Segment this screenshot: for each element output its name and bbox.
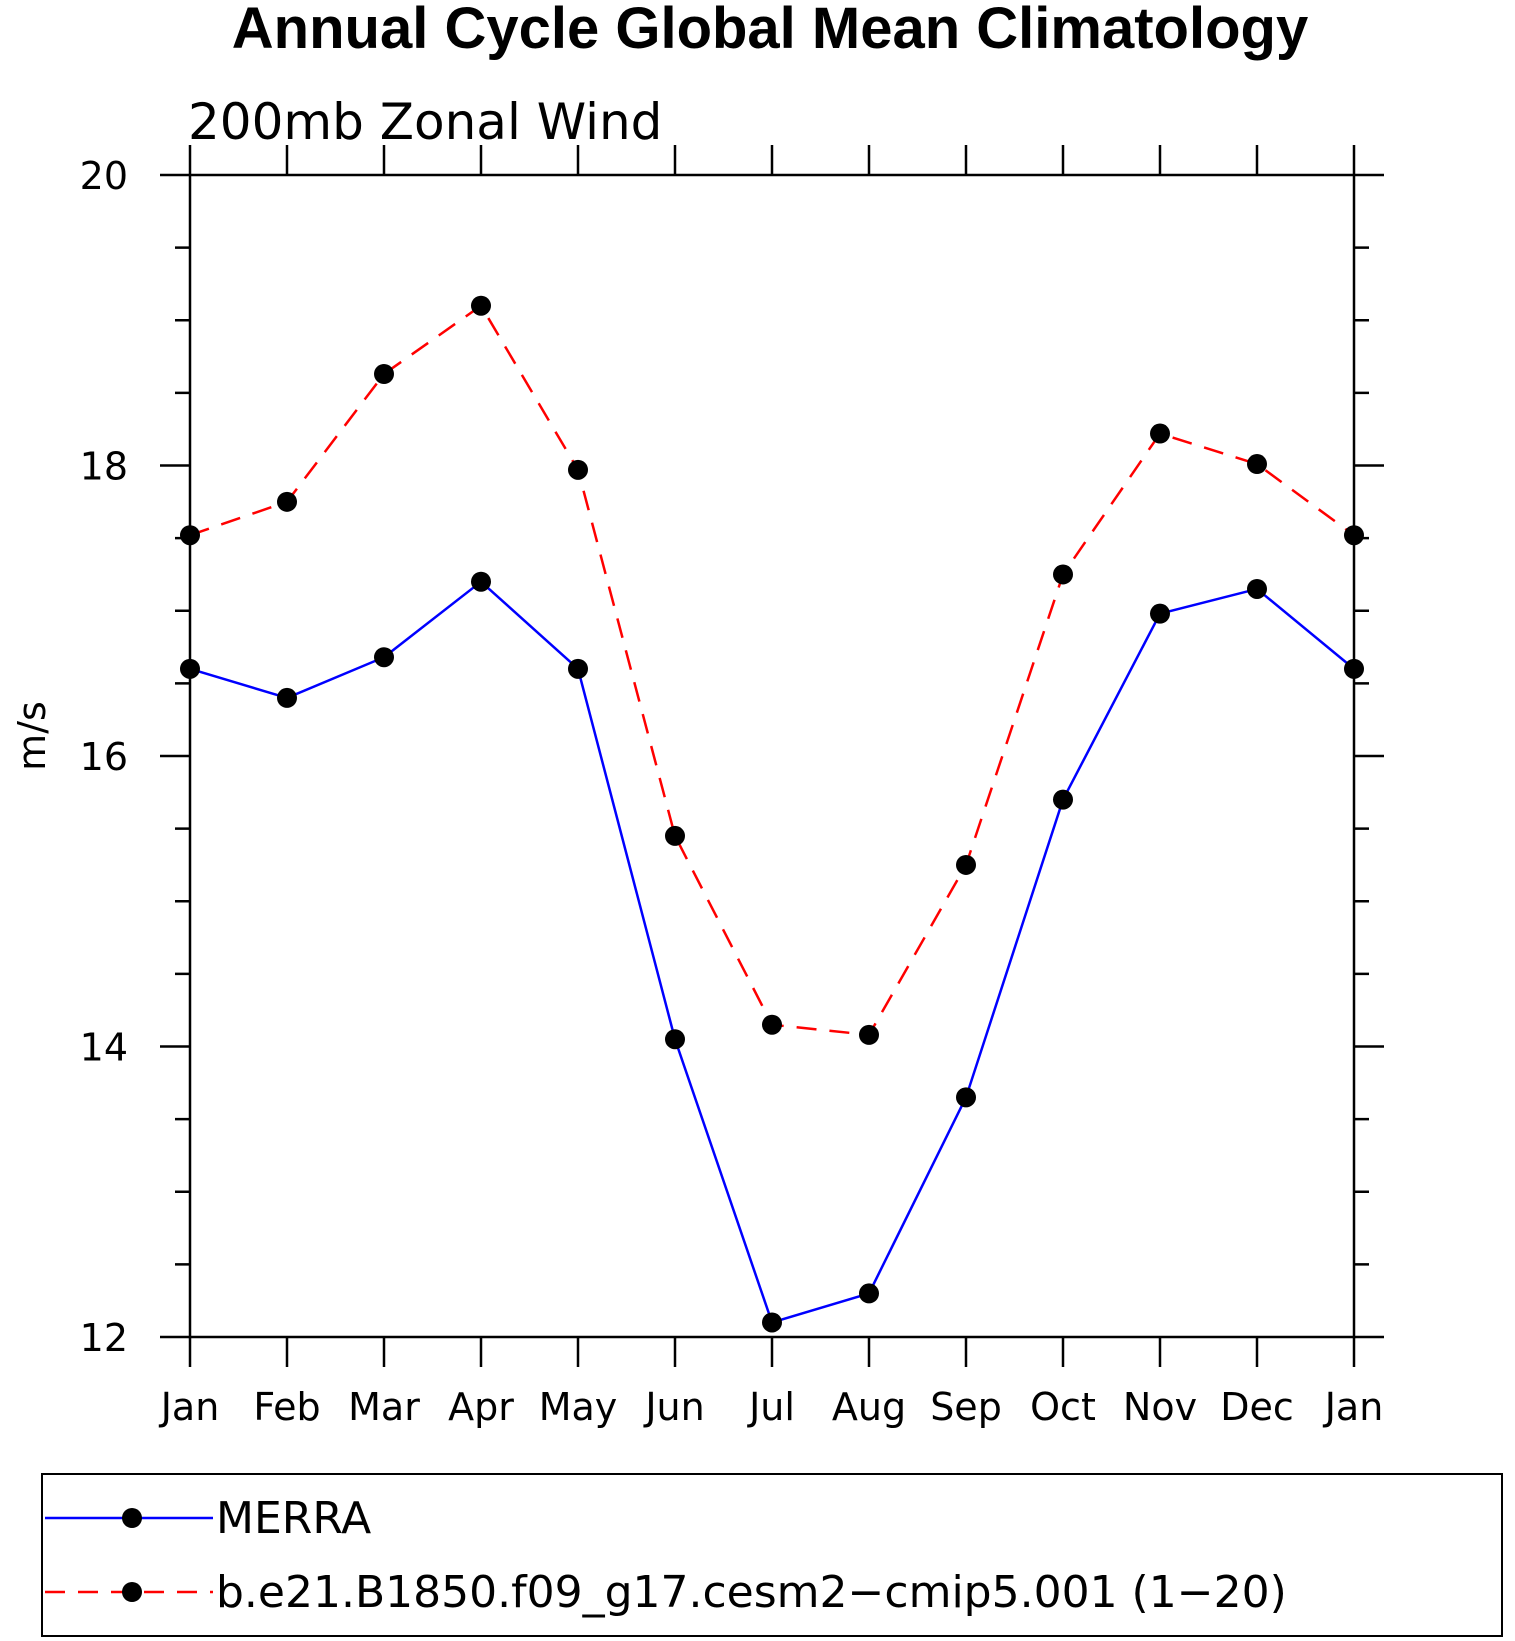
plot-frame <box>188 173 1356 1339</box>
y-axis-label: m/s <box>10 701 54 771</box>
y-tick-label: 14 <box>80 1026 128 1070</box>
data-point-series-0 <box>665 1029 685 1050</box>
series-line-1 <box>189 303 1355 1037</box>
x-tick-label: Oct <box>1030 1385 1096 1429</box>
data-point-series-1 <box>374 363 394 384</box>
data-point-series-0 <box>1150 603 1170 624</box>
chart-subtitle: 200mb Zonal Wind <box>188 93 662 151</box>
legend-box <box>41 1473 1503 1637</box>
data-point-series-1 <box>859 1024 879 1045</box>
data-point-series-0 <box>1344 658 1364 679</box>
data-point-series-1 <box>1150 423 1170 444</box>
x-tick-label: Sep <box>930 1385 1002 1429</box>
x-tick-label: Jan <box>159 1385 220 1429</box>
data-point-series-1 <box>1344 525 1364 546</box>
chart-title: Annual Cycle Global Mean Climatology <box>232 0 1308 61</box>
x-tick-label: Jan <box>1323 1385 1384 1429</box>
data-point-series-0 <box>956 1087 976 1108</box>
series-layer <box>180 295 1364 1333</box>
x-tick-label: Feb <box>253 1385 320 1429</box>
legend-marker-cesm2 <box>122 1582 142 1602</box>
x-tick-label: Nov <box>1123 1385 1197 1429</box>
data-point-series-0 <box>471 571 491 592</box>
data-point-series-1 <box>1247 454 1267 475</box>
series-line-0 <box>189 580 1355 1325</box>
data-point-series-1 <box>665 825 685 846</box>
legend-label-merra: MERRA <box>216 1493 371 1544</box>
data-point-series-0 <box>1053 789 1073 810</box>
data-point-series-1 <box>568 459 588 480</box>
legend: MERRA b.e21.B1850.f09_g17.cesm2−cmip5.00… <box>41 1473 1503 1637</box>
x-tick-label: Dec <box>1220 1385 1294 1429</box>
legend-marker-merra <box>122 1508 142 1528</box>
data-point-series-0 <box>859 1283 879 1304</box>
x-tick-label: Mar <box>348 1385 420 1429</box>
data-point-series-1 <box>180 525 200 546</box>
y-tick-label: 16 <box>80 735 128 779</box>
data-point-series-1 <box>277 491 297 512</box>
legend-label-cesm2: b.e21.B1850.f09_g17.cesm2−cmip5.001 (1−2… <box>216 1567 1287 1618</box>
data-point-series-0 <box>1247 578 1267 599</box>
data-point-series-1 <box>471 295 491 316</box>
data-point-series-0 <box>762 1312 782 1333</box>
data-point-series-0 <box>568 658 588 679</box>
x-tick-label: Apr <box>448 1385 514 1429</box>
data-point-series-0 <box>180 658 200 679</box>
y-tick-label: 18 <box>80 445 128 489</box>
x-tick-label: May <box>539 1385 618 1429</box>
axes: Jan Feb Mar Apr May Jun Jul Aug Sep Oct Nov Dec Jan 1… <box>80 145 1384 1429</box>
x-tick-label: Aug <box>832 1385 906 1429</box>
x-tick-label: Jun <box>643 1385 704 1429</box>
data-point-series-0 <box>374 647 394 668</box>
data-point-series-1 <box>762 1014 782 1035</box>
x-tick-label: Jul <box>747 1385 795 1429</box>
data-point-series-1 <box>1053 564 1073 585</box>
y-tick-label: 12 <box>80 1316 128 1360</box>
data-point-series-1 <box>956 854 976 875</box>
data-point-series-0 <box>277 687 297 708</box>
y-tick-label: 20 <box>80 154 128 198</box>
